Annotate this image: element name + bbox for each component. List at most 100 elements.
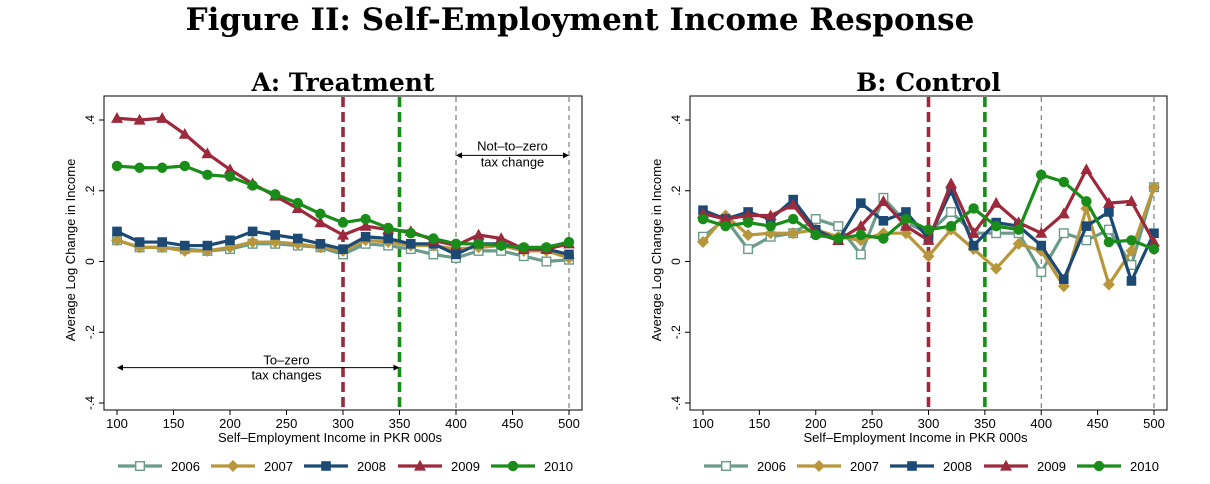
data-point-2009 <box>854 219 867 231</box>
data-point-2008 <box>293 233 303 244</box>
y-tick-label: -.4 <box>669 396 683 410</box>
legend-item-2009: 2009 <box>984 459 1066 474</box>
data-point-2009 <box>764 209 777 221</box>
x-axis-label: Self–Employment Income in PKR 000s <box>218 430 442 445</box>
legend-label: 2006 <box>757 459 786 474</box>
arrow-head-right <box>563 152 569 159</box>
x-tick-label: 500 <box>1143 416 1165 431</box>
legend-marker <box>227 460 239 472</box>
data-point-2010 <box>945 220 957 232</box>
data-point-2009 <box>359 219 372 231</box>
x-tick-label: 300 <box>918 416 940 431</box>
x-tick-label: 250 <box>861 416 883 431</box>
legend-label: 2007 <box>264 459 293 474</box>
legend-marker <box>1093 460 1105 472</box>
data-point-2010 <box>1103 236 1115 248</box>
data-point-2006 <box>541 256 552 267</box>
data-point-2007 <box>1125 244 1138 257</box>
data-point-2007 <box>1148 181 1160 194</box>
data-point-2010 <box>383 222 394 234</box>
x-tick-label: 100 <box>692 416 714 431</box>
y-axis-label: Average Log Change in Income <box>649 159 664 342</box>
data-point-2010 <box>179 160 190 172</box>
data-point-2006 <box>946 206 957 217</box>
data-point-2010 <box>563 236 575 248</box>
data-point-2008 <box>1036 240 1047 251</box>
data-point-2010 <box>1013 224 1024 235</box>
data-point-2009 <box>111 112 123 123</box>
data-point-2007 <box>742 228 755 241</box>
data-point-2010 <box>855 229 867 241</box>
y-tick-label: .4 <box>669 115 683 125</box>
legend-label: 2010 <box>544 459 573 474</box>
legend-item-2010: 2010 <box>491 459 573 474</box>
data-point-2008 <box>247 226 258 237</box>
x-tick-label: 400 <box>445 416 467 431</box>
legend-item-2008: 2008 <box>304 459 386 474</box>
legend-label: 2009 <box>1037 459 1066 474</box>
data-point-2007 <box>922 250 935 263</box>
data-point-2010 <box>742 217 754 228</box>
data-point-2009 <box>201 147 214 159</box>
data-point-2008 <box>360 231 371 242</box>
data-point-2009 <box>719 212 732 224</box>
panel-title: A: Treatment <box>250 68 434 97</box>
data-point-2008 <box>1104 207 1114 217</box>
annotation-text: tax change <box>481 154 545 169</box>
data-point-2008 <box>1126 276 1137 286</box>
data-point-2008 <box>901 207 911 217</box>
data-point-2010 <box>360 213 371 225</box>
figure-title: Figure II: Self-Employment Income Respon… <box>185 2 975 38</box>
data-point-2009 <box>314 216 327 228</box>
y-tick-label: .4 <box>83 115 97 125</box>
data-point-2009 <box>742 209 755 221</box>
data-point-2009 <box>877 195 890 206</box>
data-point-2006 <box>1058 228 1069 239</box>
data-point-2010 <box>697 213 709 225</box>
series-2009 <box>697 163 1160 247</box>
legend-label: 2009 <box>451 459 480 474</box>
data-point-2007 <box>1102 278 1115 291</box>
x-tick-label: 150 <box>163 416 185 431</box>
legend: 2006 2007 2008 2009 2010 <box>704 459 1159 474</box>
data-point-2010 <box>1081 196 1092 207</box>
data-point-2009 <box>922 234 935 245</box>
data-point-2009 <box>945 177 958 189</box>
data-point-2010 <box>810 229 821 241</box>
data-point-2008 <box>225 235 235 246</box>
data-point-2010 <box>202 169 213 181</box>
data-point-2010 <box>765 220 776 232</box>
x-tick-label: 150 <box>749 416 771 431</box>
data-point-2008 <box>180 240 190 251</box>
x-tick-label: 100 <box>106 416 128 431</box>
data-point-2008 <box>1149 228 1159 238</box>
data-point-2006 <box>810 214 821 225</box>
data-point-2010 <box>968 203 979 214</box>
data-point-2010 <box>247 180 258 191</box>
x-tick-label: 350 <box>974 416 996 431</box>
legend-marker <box>721 461 732 472</box>
data-point-2006 <box>743 244 754 255</box>
series-2010 <box>111 160 575 253</box>
data-point-2009 <box>990 196 1003 208</box>
data-point-2010 <box>157 162 168 173</box>
data-point-2009 <box>967 227 980 238</box>
data-point-2010 <box>833 233 844 244</box>
data-point-2006 <box>1036 267 1047 278</box>
data-point-2009 <box>1035 227 1048 238</box>
data-point-2008 <box>112 226 122 237</box>
data-point-2010 <box>405 228 416 239</box>
legend-marker <box>907 461 917 471</box>
data-point-2010 <box>270 189 281 200</box>
data-point-2008 <box>406 239 416 249</box>
data-point-2010 <box>541 242 552 253</box>
x-tick-label: 200 <box>219 416 241 431</box>
x-tick-label: 500 <box>558 416 580 431</box>
data-point-2008 <box>451 249 461 260</box>
data-point-2010 <box>337 217 349 228</box>
data-point-2009 <box>156 112 169 123</box>
legend-item-2007: 2007 <box>211 459 293 474</box>
x-tick-label: 250 <box>276 416 298 431</box>
legend-item-2009: 2009 <box>398 459 480 474</box>
